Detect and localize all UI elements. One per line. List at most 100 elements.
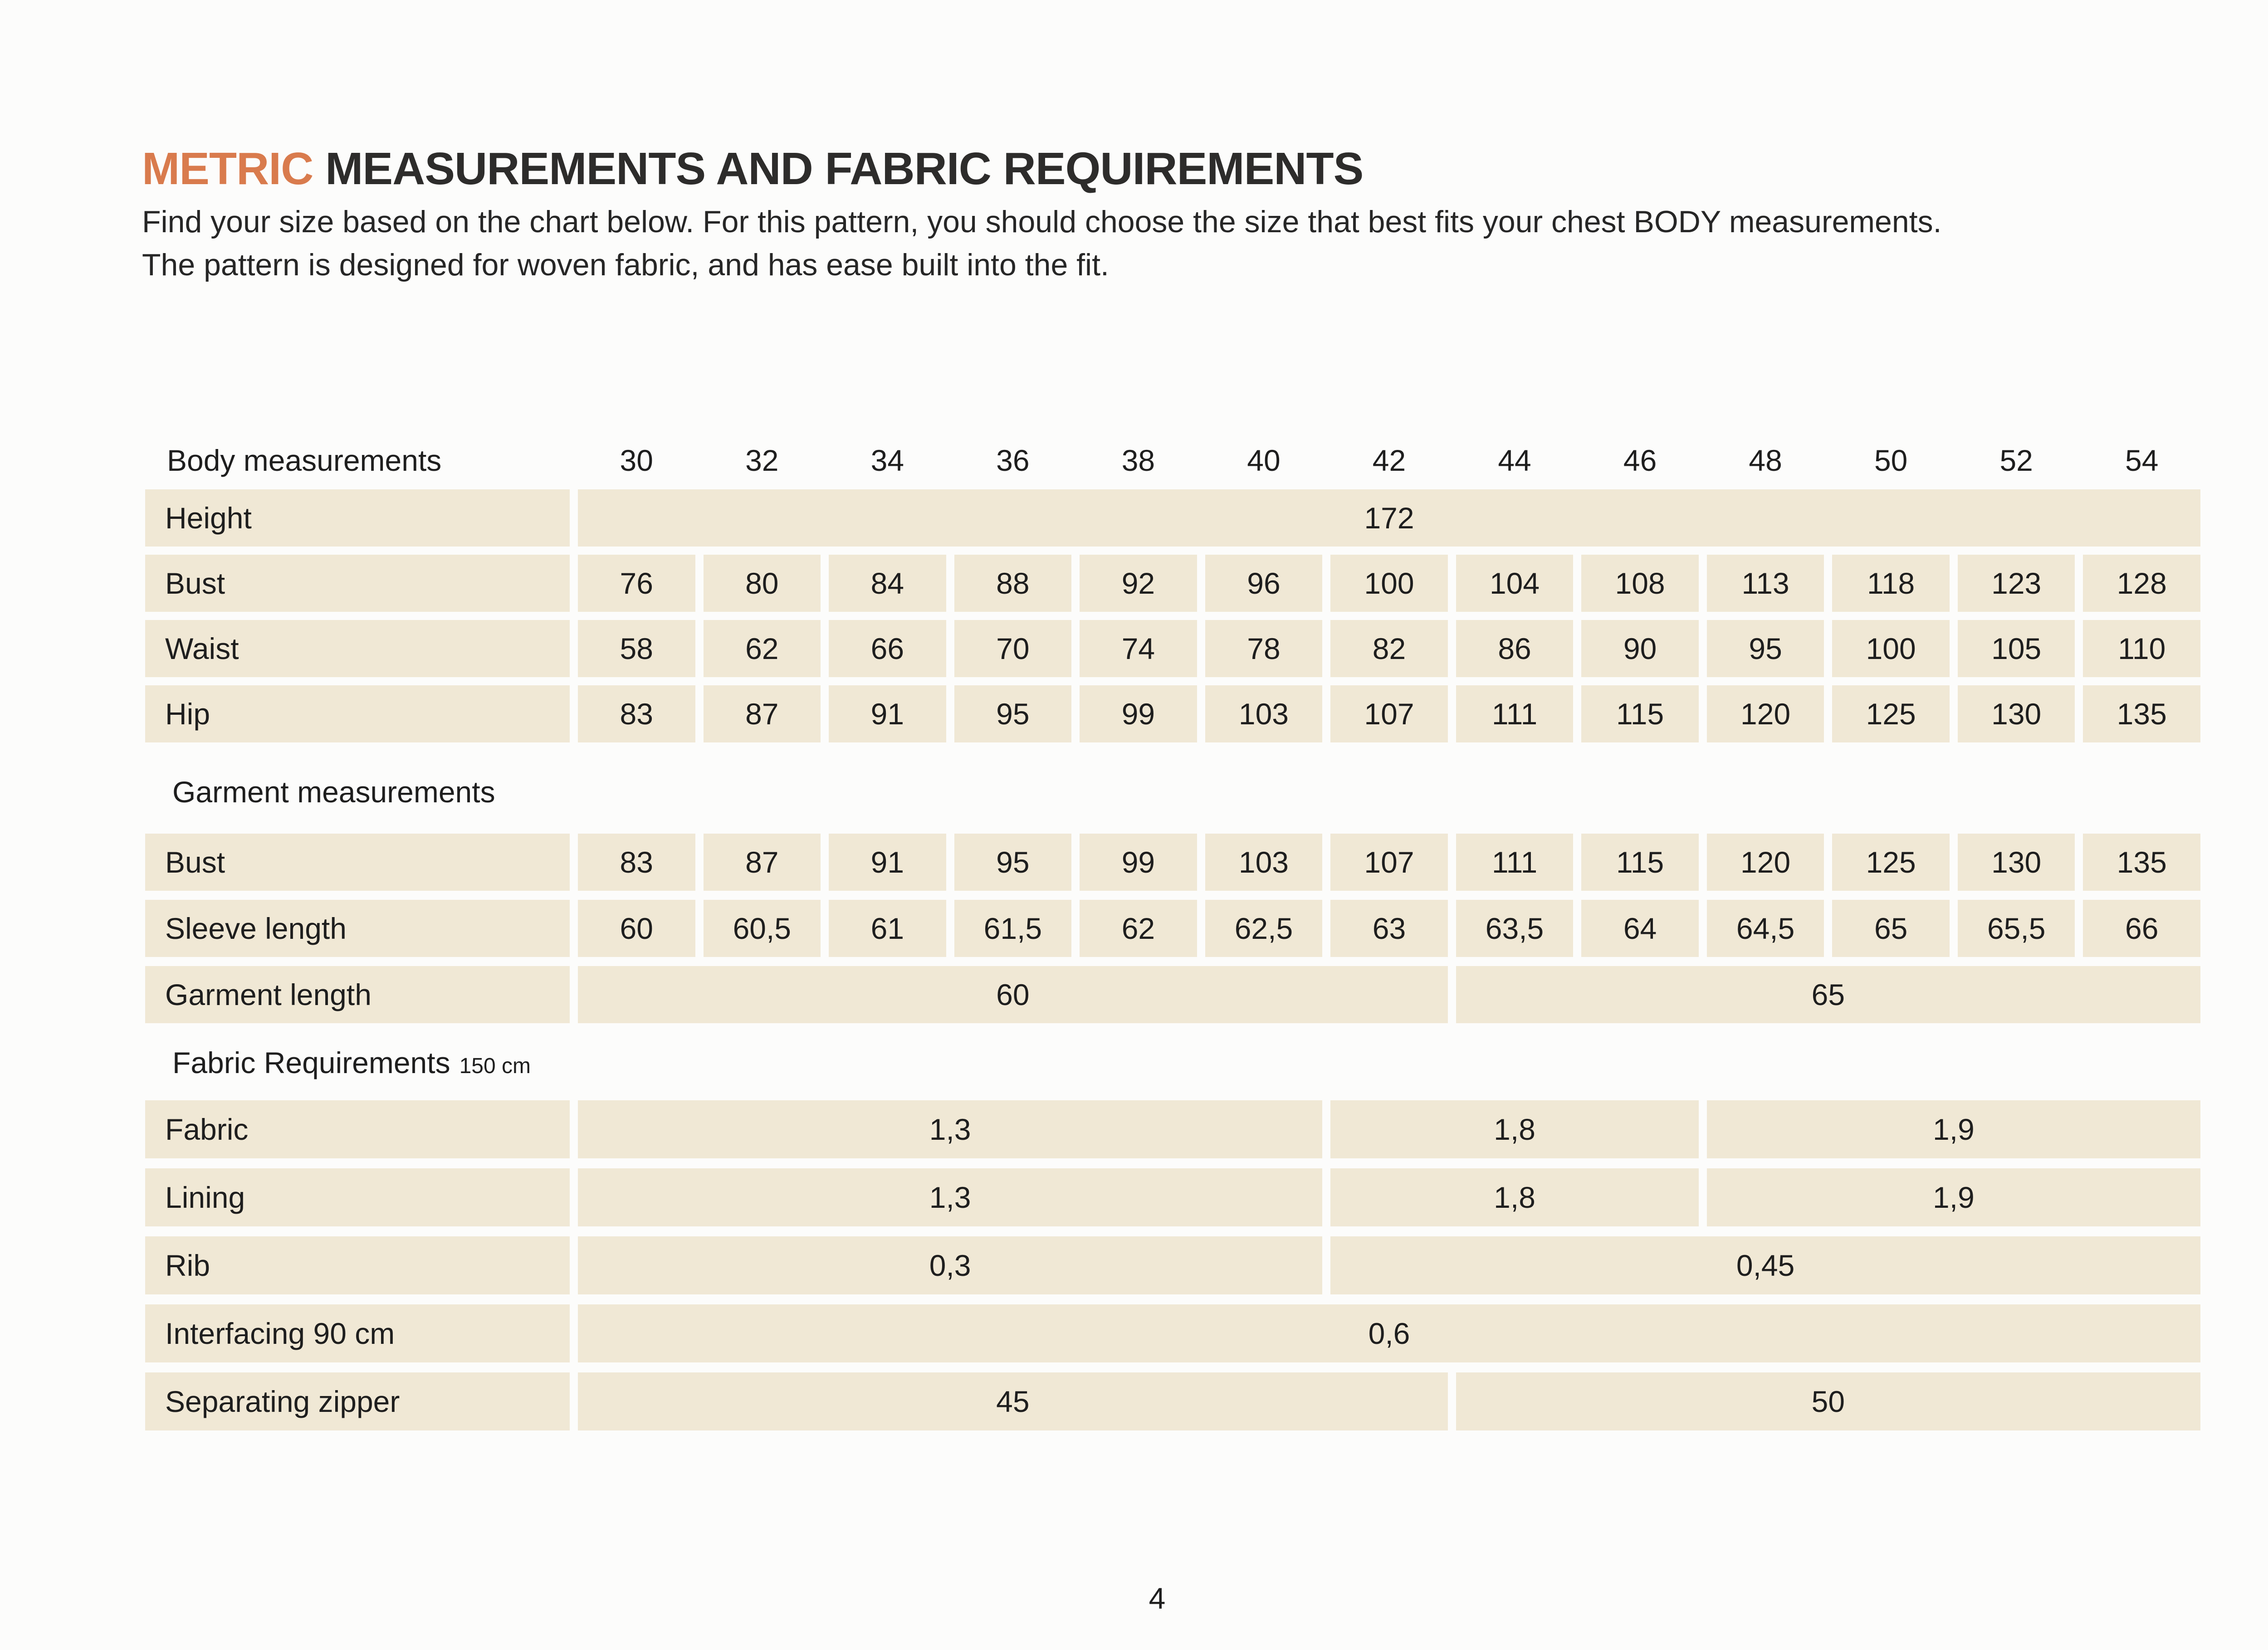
- size-header-cell: 42: [1372, 444, 1406, 477]
- value-cell: 130: [1957, 834, 2075, 891]
- value-cell: 118: [1832, 555, 1950, 612]
- value-cell: 125: [1832, 685, 1950, 742]
- value-cell: 74: [1080, 620, 1197, 677]
- value-cell: 96: [1205, 555, 1323, 612]
- size-header-cell: 46: [1623, 444, 1657, 477]
- size-header-cell: 38: [1121, 444, 1155, 477]
- size-header-cell: 40: [1247, 444, 1281, 477]
- value-cell: 91: [829, 834, 946, 891]
- value-cell: 135: [2083, 685, 2200, 742]
- value-cell: 0,3: [578, 1236, 1323, 1294]
- table-row: Sleeve length 60 60,5 61 61,5 62 62,5 63 63,5 64 6…: [145, 900, 2200, 957]
- value-cell: 130: [1957, 685, 2075, 742]
- table-row: Waist 58 62 66 70 74 78 82 86 90 95 100 105 110: [145, 620, 2200, 677]
- value-cell: 60,5: [703, 900, 821, 957]
- value-cell: 120: [1706, 685, 1824, 742]
- value-cell: 66: [2083, 900, 2200, 957]
- value-cell: 172: [578, 489, 2200, 547]
- value-cell: 87: [703, 834, 821, 891]
- row-label: Garment length: [145, 966, 570, 1023]
- value-cell: 125: [1832, 834, 1950, 891]
- value-cell: 78: [1205, 620, 1323, 677]
- value-cell: 103: [1205, 834, 1323, 891]
- value-cell: 107: [1330, 834, 1448, 891]
- value-cell: 99: [1080, 685, 1197, 742]
- row-label: Hip: [145, 685, 570, 742]
- table-row: Rib 0,3 0,45: [145, 1236, 2200, 1294]
- value-cell: 63: [1330, 900, 1448, 957]
- value-cell: 61,5: [954, 900, 1072, 957]
- row-label: Separating zipper: [145, 1372, 570, 1430]
- value-cell: 1,9: [1706, 1168, 2200, 1226]
- value-cell: 64,5: [1706, 900, 1824, 957]
- row-label: Height: [145, 489, 570, 547]
- value-cell: 95: [954, 685, 1072, 742]
- intro-paragraph: Find your size based on the chart below.…: [142, 200, 1941, 287]
- page-title: METRIC MEASUREMENTS AND FABRIC REQUIREME…: [142, 143, 1364, 194]
- value-cell: 60: [578, 900, 695, 957]
- table-header-label: Body measurements: [167, 444, 442, 477]
- size-header-cell: 50: [1874, 444, 1908, 477]
- section-heading-garment: Garment measurements: [145, 770, 2200, 814]
- value-cell: 1,8: [1330, 1100, 1699, 1158]
- value-cell: 135: [2083, 834, 2200, 891]
- value-cell: 1,3: [578, 1168, 1323, 1226]
- size-header-cell: 32: [745, 444, 779, 477]
- value-cell: 62: [1080, 900, 1197, 957]
- value-cell: 50: [1456, 1372, 2200, 1430]
- value-cell: 100: [1832, 620, 1950, 677]
- value-cell: 62,5: [1205, 900, 1323, 957]
- section-heading-label: Fabric Requirements: [172, 1046, 450, 1079]
- section-heading-suffix: 150 cm: [459, 1054, 531, 1078]
- value-cell: 64: [1581, 900, 1699, 957]
- size-header-cell: 44: [1498, 444, 1531, 477]
- table-row: Garment length 60 65: [145, 966, 2200, 1023]
- size-header-cell: 52: [1999, 444, 2033, 477]
- table-row: Bust 83 87 91 95 99 103 107 111 115 120 125 130 135: [145, 834, 2200, 891]
- value-cell: 110: [2083, 620, 2200, 677]
- value-cell: 82: [1330, 620, 1448, 677]
- value-cell: 1,8: [1330, 1168, 1699, 1226]
- value-cell: 0,6: [578, 1304, 2200, 1362]
- value-cell: 108: [1581, 555, 1699, 612]
- value-cell: 123: [1957, 555, 2075, 612]
- value-cell: 100: [1330, 555, 1448, 612]
- section-heading-fabric: Fabric Requirements 150 cm: [145, 1041, 2200, 1084]
- size-table: Body measurements 30 32 34 36 38 40 42 44 46 48 50 5…: [145, 442, 2200, 1440]
- value-cell: 90: [1581, 620, 1699, 677]
- row-label: Lining: [145, 1168, 570, 1226]
- value-cell: 99: [1080, 834, 1197, 891]
- value-cell: 65: [1456, 966, 2200, 1023]
- row-label: Bust: [145, 834, 570, 891]
- row-label: Fabric: [145, 1100, 570, 1158]
- value-cell: 63,5: [1456, 900, 1574, 957]
- table-row: Interfacing 90 cm 0,6: [145, 1304, 2200, 1362]
- value-cell: 115: [1581, 685, 1699, 742]
- size-header-cell: 36: [996, 444, 1030, 477]
- value-cell: 88: [954, 555, 1072, 612]
- size-header-cell: 48: [1749, 444, 1782, 477]
- value-cell: 65,5: [1957, 900, 2075, 957]
- intro-line-2: The pattern is designed for woven fabric…: [142, 248, 1109, 282]
- value-cell: 45: [578, 1372, 1448, 1430]
- row-label: Rib: [145, 1236, 570, 1294]
- value-cell: 104: [1456, 555, 1574, 612]
- page-number: 4: [1149, 1582, 1166, 1615]
- value-cell: 83: [578, 834, 695, 891]
- value-cell: 92: [1080, 555, 1197, 612]
- value-cell: 58: [578, 620, 695, 677]
- size-header-cell: 34: [870, 444, 904, 477]
- page-title-accent: METRIC: [142, 143, 313, 194]
- row-label: Bust: [145, 555, 570, 612]
- value-cell: 120: [1706, 834, 1824, 891]
- value-cell: 61: [829, 900, 946, 957]
- value-cell: 65: [1832, 900, 1950, 957]
- value-cell: 95: [1706, 620, 1824, 677]
- value-cell: 128: [2083, 555, 2200, 612]
- value-cell: 1,9: [1706, 1100, 2200, 1158]
- table-header-row: Body measurements 30 32 34 36 38 40 42 44 46 48 50 5…: [145, 442, 2200, 478]
- table-row: Fabric 1,3 1,8 1,9: [145, 1100, 2200, 1158]
- value-cell: 86: [1456, 620, 1574, 677]
- value-cell: 111: [1456, 685, 1574, 742]
